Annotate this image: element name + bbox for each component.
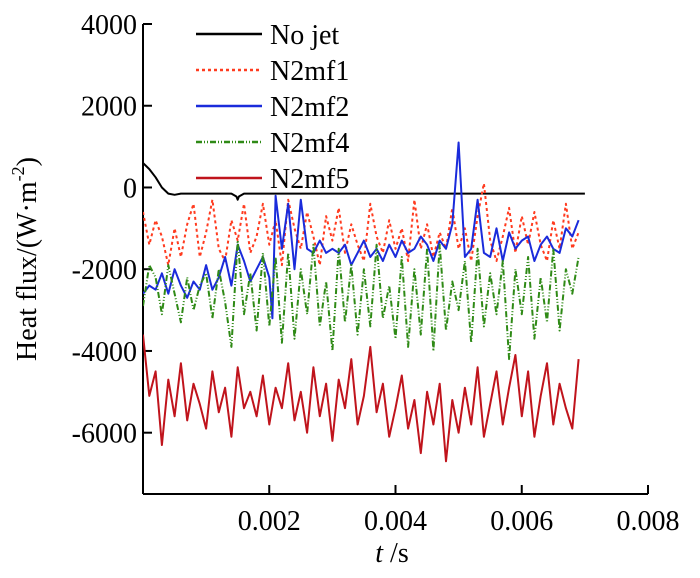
legend-label: N2mf1 [270,56,349,87]
series-line-no-jet [143,162,585,201]
legend-label: N2mf4 [270,128,349,159]
y-ticks: 4000 2000 0 -2000 -4000 -6000 [72,10,152,450]
y-tick-label: 4000 [81,10,137,41]
series-line-n2mf5 [143,334,580,463]
legend-label: No jet [270,20,339,51]
legend-label: N2mf2 [270,92,349,123]
x-ticks: 0.002 0.004 0.006 0.008 [238,485,680,537]
x-tick-label: 0.008 [617,506,680,537]
y-axis-title: Heat flux/(W·m-2) [8,157,43,361]
legend-label: N2mf5 [270,164,349,195]
y-tick-label: -6000 [72,419,137,450]
series-layer [143,141,585,463]
x-tick-label: 0.004 [364,506,427,537]
y-tick-label: 2000 [81,92,137,123]
x-axis-title: t /s [375,538,408,569]
series-line-n2mf4 [143,239,580,361]
y-tick-label: 0 [123,173,137,204]
x-tick-label: 0.002 [238,506,301,537]
x-tick-label: 0.006 [490,506,553,537]
legend: No jet N2mf1 N2mf2 N2mf4 N2mf5 [196,20,349,195]
series-line-n2mf1 [143,182,580,267]
y-tick-label: -2000 [72,255,137,286]
y-tick-label: -4000 [72,337,137,368]
